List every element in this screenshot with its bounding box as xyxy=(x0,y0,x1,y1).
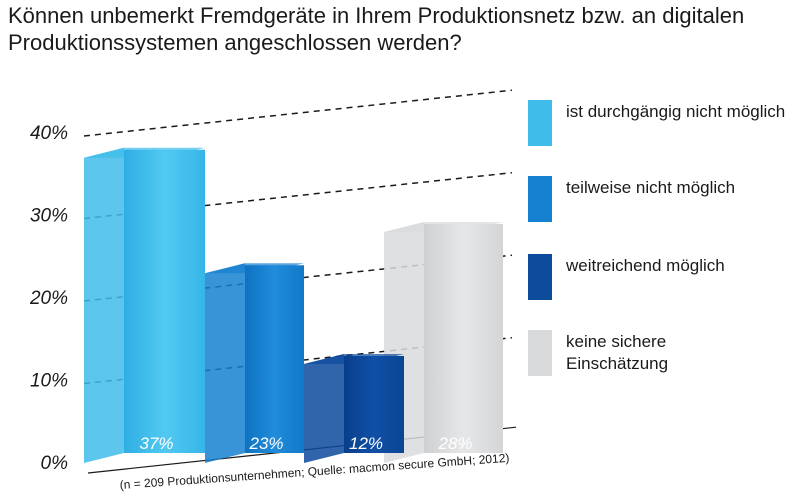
legend-swatch xyxy=(528,176,552,222)
legend-item-durchgaengig-nicht-moeglich: ist durchgängig nicht möglich xyxy=(528,100,786,146)
bar-side-face xyxy=(304,354,344,463)
data-label: 23% xyxy=(248,434,283,453)
data-label: 28% xyxy=(437,434,472,453)
bar-side-face xyxy=(205,263,245,463)
legend-label: keine sichere Einschätzung xyxy=(566,332,669,373)
bar-0 xyxy=(84,147,205,463)
bar-2 xyxy=(304,354,404,463)
y-tick-label: 20% xyxy=(29,288,68,309)
legend-item-teilweise-nicht-moeglich: teilweise nicht möglich xyxy=(528,176,735,222)
bar-front-face xyxy=(124,149,205,453)
data-label: 37% xyxy=(139,434,173,453)
y-tick-label: 30% xyxy=(30,206,68,227)
bar-3 xyxy=(384,222,503,463)
chart-title: Können unbemerkt Fremdgeräte in Ihrem Pr… xyxy=(8,3,745,55)
legend-swatch xyxy=(528,100,552,146)
legend-swatch xyxy=(528,254,552,300)
legend-item-weitreichend-moeglich: weitreichend möglich xyxy=(528,254,725,300)
data-label: 12% xyxy=(349,434,383,453)
legend-label: ist durchgängig nicht möglich xyxy=(566,102,786,121)
legend-label: weitreichend möglich xyxy=(566,256,725,275)
legend-swatch xyxy=(528,330,552,376)
gridline xyxy=(83,89,513,137)
legend-label: teilweise nicht möglich xyxy=(566,178,736,197)
y-tick-label: 0% xyxy=(41,453,69,474)
legend-item-keine-sichere-einschaetzung: keine sichere Einschätzung xyxy=(528,330,696,376)
y-tick-label: 40% xyxy=(30,123,68,144)
bar-front-face xyxy=(344,356,404,453)
y-tick-label: 10% xyxy=(30,371,68,392)
bar-side-face xyxy=(84,147,124,463)
bar-front-face xyxy=(424,224,503,453)
bar-1 xyxy=(205,263,304,463)
bar-front-face xyxy=(245,265,304,453)
